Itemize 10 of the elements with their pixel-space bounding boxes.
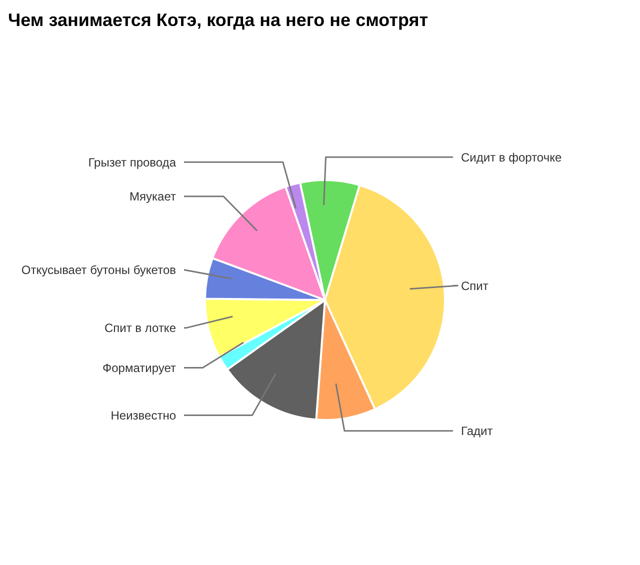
chart-title: Чем занимается Котэ, когда на него не смотрят [8, 9, 430, 32]
slice-label: Мяукает [130, 190, 177, 204]
slice-label: Спит [461, 278, 489, 293]
slice-label: Грызет провода [88, 155, 176, 170]
slice-label: Форматирует [102, 360, 176, 375]
slice-label: Сидит в форточке [461, 150, 562, 164]
slice-label: Спит в лотке [104, 321, 176, 336]
slice-label: Гадит [461, 424, 494, 438]
slice-label: Неизвестно [110, 408, 176, 422]
slice-label: Откусывает бутоны букетов [21, 263, 176, 278]
